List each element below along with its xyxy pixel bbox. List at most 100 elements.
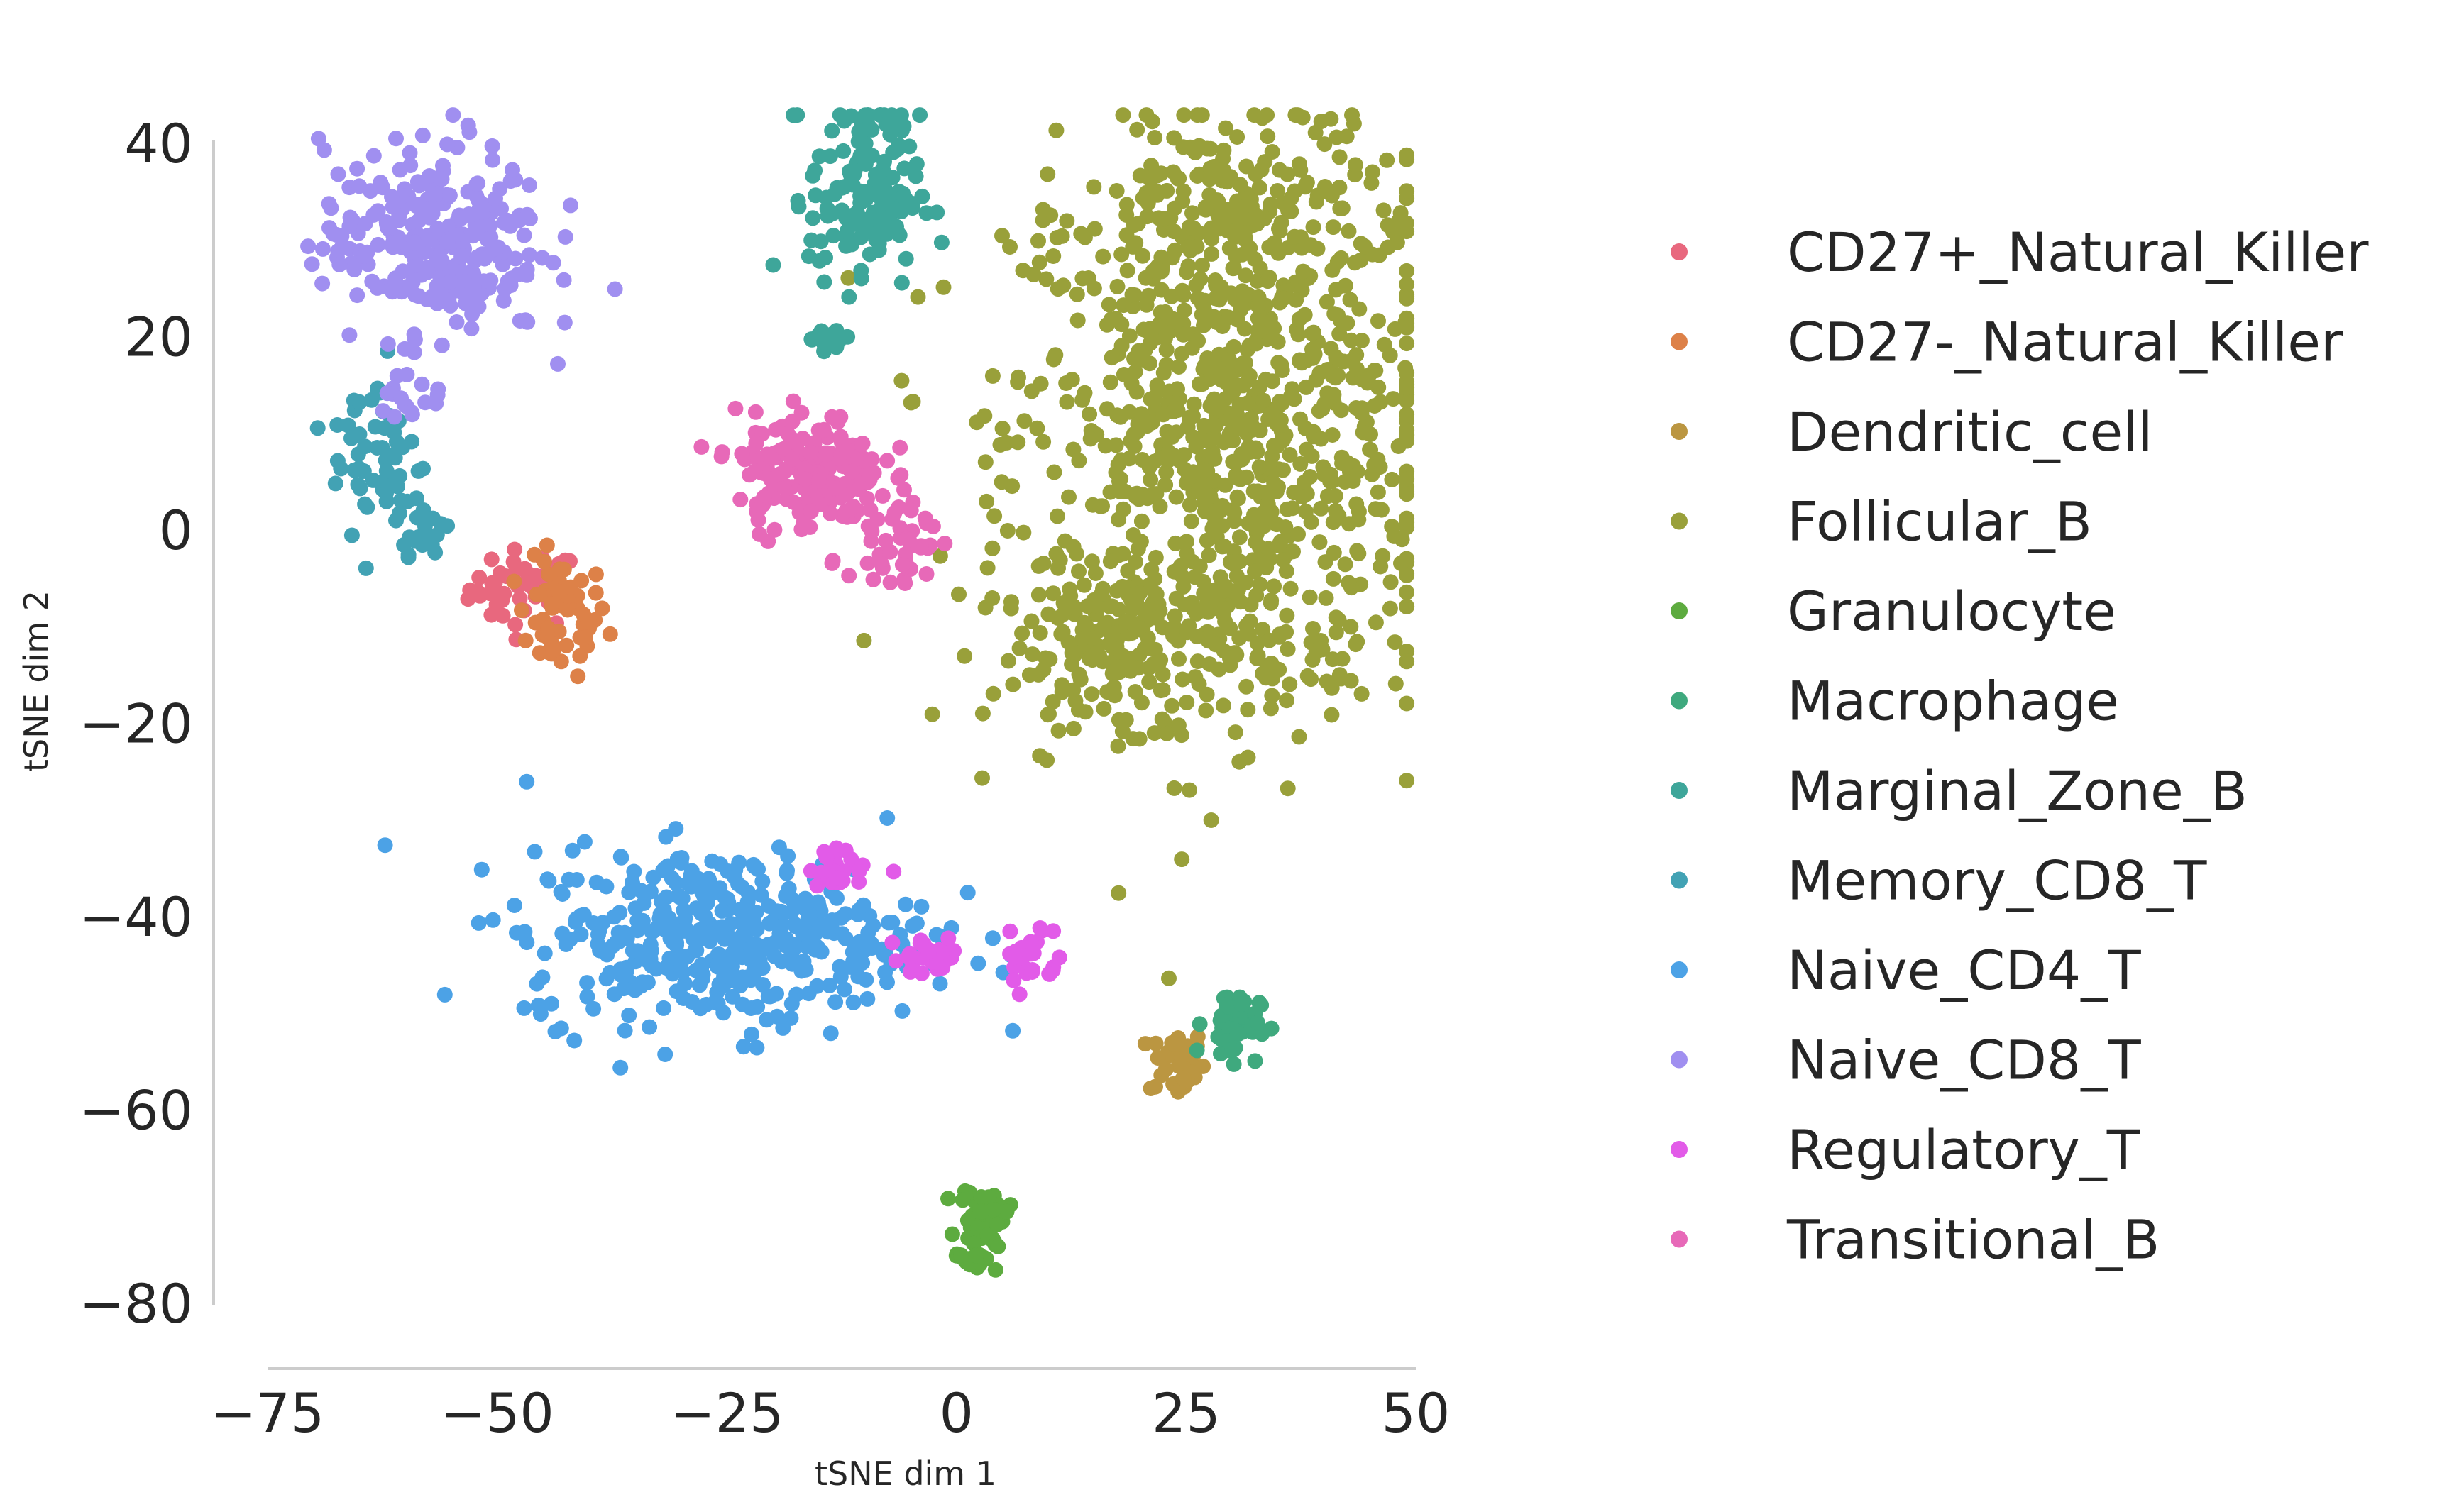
scatter-point	[747, 404, 764, 420]
scatter-point	[588, 585, 604, 601]
scatter-point	[785, 393, 801, 409]
scatter-point	[557, 228, 573, 245]
legend-label: CD27-_Natural_Killer	[1787, 311, 2343, 374]
scatter-point	[551, 561, 568, 578]
scatter-point	[492, 565, 508, 581]
scatter-point	[1196, 417, 1212, 434]
scatter-point	[735, 996, 751, 1012]
scatter-point	[1399, 336, 1415, 352]
scatter-point	[1104, 666, 1121, 682]
scatter-point	[349, 160, 365, 177]
scatter-point	[434, 337, 450, 353]
scatter-point	[994, 228, 1010, 244]
scatter-point	[1251, 379, 1267, 395]
scatter-point	[735, 1039, 752, 1055]
scatter-point	[406, 235, 422, 251]
legend-marker	[1671, 243, 1688, 260]
scatter-points	[300, 107, 1415, 1278]
scatter-point	[1375, 548, 1391, 564]
scatter-point	[1088, 597, 1104, 614]
scatter-point	[1251, 459, 1267, 475]
scatter-point	[1384, 519, 1400, 535]
scatter-point	[352, 480, 368, 497]
scatter-point	[607, 281, 623, 297]
scatter-point	[550, 355, 566, 372]
scatter-point	[1269, 438, 1285, 454]
scatter-point	[476, 250, 493, 267]
scatter-point	[786, 495, 802, 510]
scatter-point	[479, 231, 495, 248]
series-marginal-zone-b	[765, 107, 950, 360]
scatter-point	[1292, 456, 1309, 472]
scatter-point	[1196, 462, 1212, 478]
scatter-point	[892, 439, 908, 456]
scatter-point	[1280, 641, 1296, 657]
scatter-point	[309, 420, 326, 436]
scatter-point	[671, 923, 688, 939]
scatter-point	[802, 907, 818, 923]
scatter-point	[1270, 183, 1286, 199]
scatter-point	[553, 1020, 569, 1037]
scatter-point	[813, 864, 830, 881]
legend-marker	[1671, 692, 1688, 710]
scatter-point	[734, 446, 750, 462]
legend-label: Granulocyte	[1787, 580, 2116, 643]
scatter-point	[810, 894, 826, 910]
scatter-point	[436, 986, 453, 1003]
scatter-point	[1263, 196, 1279, 212]
scatter-point	[744, 1026, 759, 1042]
scatter-point	[801, 248, 817, 265]
legend-marker	[1671, 512, 1688, 530]
scatter-point	[940, 1191, 956, 1207]
scatter-point	[755, 977, 771, 993]
scatter-point	[1370, 313, 1386, 329]
scatter-point	[704, 853, 720, 869]
scatter-point	[765, 257, 781, 273]
scatter-point	[465, 228, 481, 244]
scatter-point	[680, 876, 696, 892]
scatter-point	[904, 917, 920, 934]
scatter-point	[1271, 244, 1287, 260]
scatter-point	[1176, 107, 1192, 123]
scatter-point	[1216, 601, 1233, 617]
scatter-point	[1260, 128, 1276, 145]
scatter-point	[852, 188, 869, 204]
scatter-point	[1199, 350, 1216, 366]
scatter-point	[1331, 180, 1348, 196]
scatter-point	[1228, 248, 1244, 265]
scatter-point	[507, 617, 524, 633]
scatter-point	[708, 993, 724, 1010]
scatter-point	[1148, 486, 1165, 502]
legend-label: Naive_CD8_T	[1787, 1029, 2141, 1092]
scatter-point	[341, 219, 358, 234]
scatter-point	[1337, 556, 1353, 573]
scatter-point	[1280, 780, 1296, 797]
scatter-point	[1220, 202, 1236, 218]
scatter-point	[1148, 610, 1165, 626]
scatter-point	[1084, 629, 1100, 646]
scatter-point	[1236, 225, 1253, 241]
scatter-point	[920, 944, 937, 960]
scatter-point	[1003, 594, 1019, 610]
scatter-point	[1207, 161, 1223, 177]
scatter-point	[1011, 640, 1028, 656]
scatter-point	[527, 844, 543, 860]
scatter-point	[1064, 372, 1080, 387]
scatter-point	[1248, 534, 1264, 550]
scatter-point	[1308, 194, 1324, 210]
scatter-point	[598, 971, 615, 987]
scatter-point	[760, 937, 776, 953]
scatter-point	[1065, 720, 1082, 736]
scatter-point	[879, 810, 896, 826]
scatter-point	[1179, 546, 1195, 561]
scatter-point	[910, 289, 926, 305]
scatter-point	[673, 855, 689, 871]
scatter-point	[932, 976, 948, 992]
scatter-point	[1382, 600, 1398, 617]
scatter-point	[984, 368, 1001, 384]
scatter-point	[1328, 624, 1344, 641]
scatter-point	[1316, 136, 1333, 153]
scatter-point	[429, 249, 446, 265]
scatter-point	[503, 270, 519, 287]
scatter-point	[464, 306, 480, 322]
